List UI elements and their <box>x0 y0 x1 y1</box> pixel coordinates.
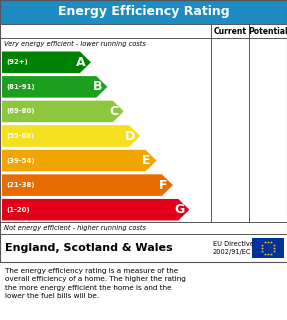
Text: EU Directive
2002/91/EC: EU Directive 2002/91/EC <box>213 241 254 255</box>
Text: D: D <box>125 130 135 142</box>
Bar <box>0 234 287 262</box>
Polygon shape <box>2 52 91 73</box>
Polygon shape <box>2 150 156 171</box>
Text: (55-68): (55-68) <box>6 133 34 139</box>
Text: (81-91): (81-91) <box>6 84 35 90</box>
Text: E: E <box>142 154 151 167</box>
Bar <box>0 0 287 24</box>
Polygon shape <box>2 125 140 147</box>
Text: F: F <box>159 179 167 192</box>
Text: Not energy efficient - higher running costs: Not energy efficient - higher running co… <box>4 225 146 231</box>
Text: Potential: Potential <box>248 27 287 36</box>
Text: C: C <box>109 105 118 118</box>
Text: (21-38): (21-38) <box>6 182 34 188</box>
Text: (92+): (92+) <box>6 59 28 65</box>
Text: Current: Current <box>214 27 247 36</box>
Polygon shape <box>2 76 107 98</box>
Text: Very energy efficient - lower running costs: Very energy efficient - lower running co… <box>4 41 146 47</box>
Polygon shape <box>2 101 124 122</box>
Text: (69-80): (69-80) <box>6 108 34 115</box>
Polygon shape <box>2 199 189 220</box>
Text: (39-54): (39-54) <box>6 157 35 164</box>
Text: (1-20): (1-20) <box>6 207 30 213</box>
Text: England, Scotland & Wales: England, Scotland & Wales <box>5 243 172 253</box>
Text: B: B <box>93 80 102 93</box>
Text: A: A <box>76 56 86 69</box>
Text: The energy efficiency rating is a measure of the
overall efficiency of a home. T: The energy efficiency rating is a measur… <box>5 268 186 300</box>
Bar <box>252 238 284 258</box>
Text: Energy Efficiency Rating: Energy Efficiency Rating <box>58 5 229 19</box>
Polygon shape <box>2 174 173 196</box>
Text: G: G <box>174 203 185 216</box>
